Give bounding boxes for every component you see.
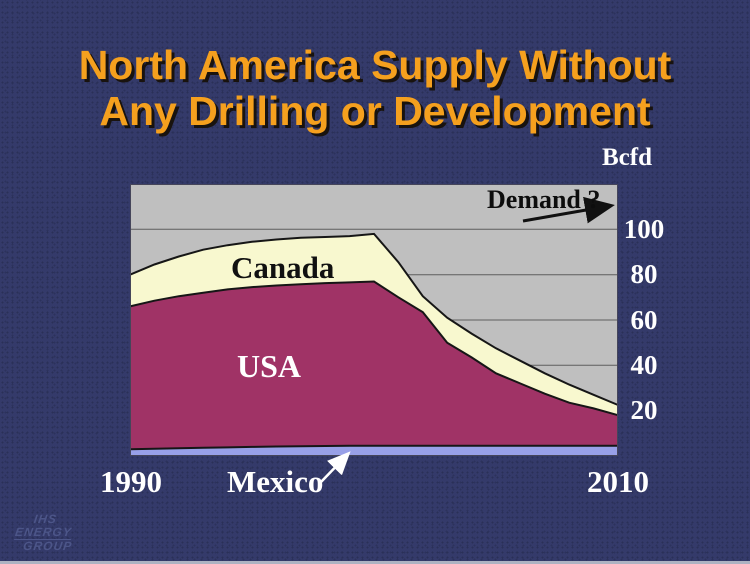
logo-line-energy: ENERGY bbox=[14, 525, 73, 540]
x-axis-label-2010: 2010 bbox=[587, 464, 649, 499]
y-tick-100: 100 bbox=[623, 214, 665, 244]
x-axis-label-1990: 1990 bbox=[100, 464, 162, 499]
supply-stacked-area-chart bbox=[129, 184, 619, 456]
canada-area-label: Canada bbox=[231, 250, 335, 285]
slide-title: North America Supply Without Any Drillin… bbox=[0, 42, 750, 134]
usa-area-label: USA bbox=[237, 348, 302, 384]
logo-line-group: GROUP bbox=[22, 539, 74, 553]
y-axis-unit-label: Bcfd bbox=[602, 144, 652, 171]
y-tick-60: 60 bbox=[630, 305, 658, 335]
ihs-energy-group-logo: IHS ENERGY GROUP bbox=[12, 512, 77, 553]
mexico-area-label: Mexico bbox=[227, 464, 324, 499]
demand-annotation-label: Demand ? bbox=[487, 185, 601, 214]
title-line-2: Any Drilling or Development bbox=[99, 88, 651, 134]
y-tick-40: 40 bbox=[630, 350, 658, 380]
title-line-1: North America Supply Without bbox=[78, 42, 672, 88]
y-tick-20: 20 bbox=[630, 395, 658, 425]
mexico-arrow-icon bbox=[320, 451, 351, 483]
slide-bottom-edge bbox=[0, 561, 750, 564]
y-tick-80: 80 bbox=[630, 259, 658, 289]
